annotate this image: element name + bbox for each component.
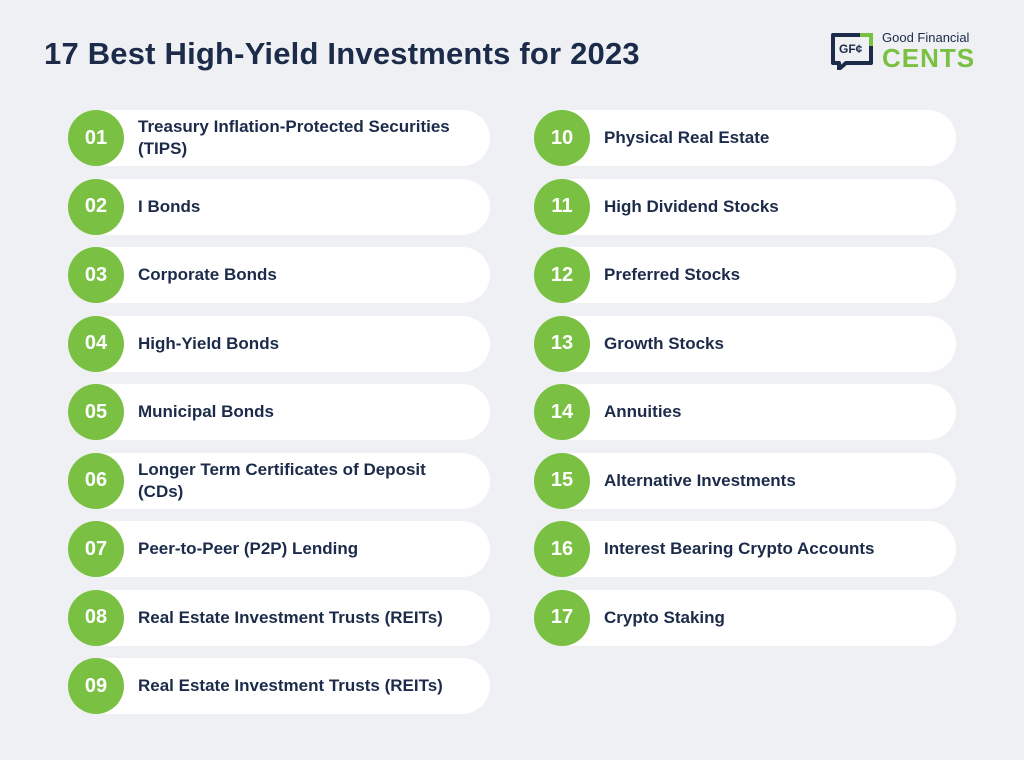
- item-number-badge: 01: [68, 110, 124, 166]
- item-label: Growth Stocks: [604, 333, 724, 353]
- logo-mark-text: GF¢: [839, 42, 863, 56]
- item-card: [80, 452, 490, 509]
- item-card: [546, 110, 956, 166]
- list-item: 10 Physical Real Estate: [534, 110, 956, 166]
- item-card: [546, 589, 956, 646]
- item-card: [80, 247, 490, 303]
- list-item: 17 Crypto Staking: [534, 589, 956, 646]
- item-number-badge: 17: [534, 589, 590, 646]
- item-label: Preferred Stocks: [604, 265, 741, 284]
- list-item: 01 Treasury Inflation-Protected Securiti…: [68, 110, 490, 166]
- item-card: [80, 178, 490, 235]
- item-number-badge: 05: [68, 384, 124, 440]
- item-label: I Bonds: [138, 196, 201, 216]
- item-card: [546, 247, 956, 303]
- list-item: 15 Alternative Investments: [534, 452, 956, 509]
- list-item: 05 Municipal Bonds: [68, 384, 490, 440]
- item-number-badge: 03: [68, 247, 124, 303]
- item-card: [80, 521, 490, 577]
- item-card: [80, 315, 490, 372]
- item-label: Physical Real Estate: [604, 128, 770, 147]
- item-number-badge: 04: [68, 315, 124, 372]
- item-label: Real Estate Investment Trusts (REITs): [138, 676, 443, 695]
- item-number-badge: 09: [68, 658, 124, 714]
- list-item: 03 Corporate Bonds: [68, 247, 490, 303]
- item-label: Crypto Staking: [604, 607, 725, 627]
- list-item: 12 Preferred Stocks: [534, 247, 956, 303]
- item-number-badge: 02: [68, 178, 124, 235]
- item-label: Longer Term Certificates of Deposit (CDs…: [138, 459, 426, 501]
- item-card: [80, 110, 490, 166]
- logo-top-text: Good Financial: [882, 30, 970, 45]
- item-card: [80, 658, 490, 714]
- logo-mark-icon: [831, 33, 873, 70]
- item-number-badge: 10: [534, 110, 590, 166]
- item-label: Corporate Bonds: [138, 265, 277, 284]
- list-item: 08 Real Estate Investment Trusts (REITs): [68, 589, 490, 646]
- item-label: Municipal Bonds: [138, 402, 274, 421]
- list-item: 07 Peer-to-Peer (P2P) Lending: [68, 521, 490, 577]
- list-item: 06 Longer Term Certificates of Deposit (…: [68, 452, 490, 509]
- list-item: 16 Interest Bearing Crypto Accounts: [534, 521, 956, 577]
- item-number-badge: 06: [68, 452, 124, 509]
- item-label: Real Estate Investment Trusts (REITs): [138, 607, 443, 627]
- item-number-badge: 16: [534, 521, 590, 577]
- item-card: [546, 178, 956, 235]
- list-item: 02 I Bonds: [68, 178, 490, 235]
- investment-list-right: 10 Physical Real Estate 11 High Dividend…: [534, 110, 956, 658]
- brand-logo: GF¢ Good Financial CENTS: [830, 30, 990, 80]
- item-card: [546, 384, 956, 440]
- investment-list-left: 01 Treasury Inflation-Protected Securiti…: [68, 110, 490, 727]
- item-number-badge: 11: [534, 178, 590, 235]
- item-label: Annuities: [604, 402, 682, 421]
- item-number-badge: 12: [534, 247, 590, 303]
- list-item: 13 Growth Stocks: [534, 315, 956, 372]
- item-number-badge: 15: [534, 452, 590, 509]
- list-item: 11 High Dividend Stocks: [534, 178, 956, 235]
- item-number-badge: 13: [534, 315, 590, 372]
- item-card: [546, 315, 956, 372]
- list-item: 04 High-Yield Bonds: [68, 315, 490, 372]
- item-card: [546, 452, 956, 509]
- logo-bottom-text: CENTS: [882, 43, 976, 73]
- item-card: [80, 384, 490, 440]
- item-number-badge: 14: [534, 384, 590, 440]
- item-label: High Dividend Stocks: [604, 196, 779, 216]
- item-card: [80, 589, 490, 646]
- page-title: 17 Best High-Yield Investments for 2023: [44, 36, 640, 71]
- item-number-badge: 07: [68, 521, 124, 577]
- item-label: High-Yield Bonds: [138, 333, 280, 353]
- item-label: Peer-to-Peer (P2P) Lending: [138, 539, 359, 558]
- item-label: Interest Bearing Crypto Accounts: [604, 539, 875, 558]
- item-number-badge: 08: [68, 589, 124, 646]
- item-card: [546, 521, 956, 577]
- list-item: 14 Annuities: [534, 384, 956, 440]
- list-item: 09 Real Estate Investment Trusts (REITs): [68, 658, 490, 714]
- item-label: Treasury Inflation-Protected Securities …: [138, 117, 450, 158]
- item-label: Alternative Investments: [604, 470, 796, 490]
